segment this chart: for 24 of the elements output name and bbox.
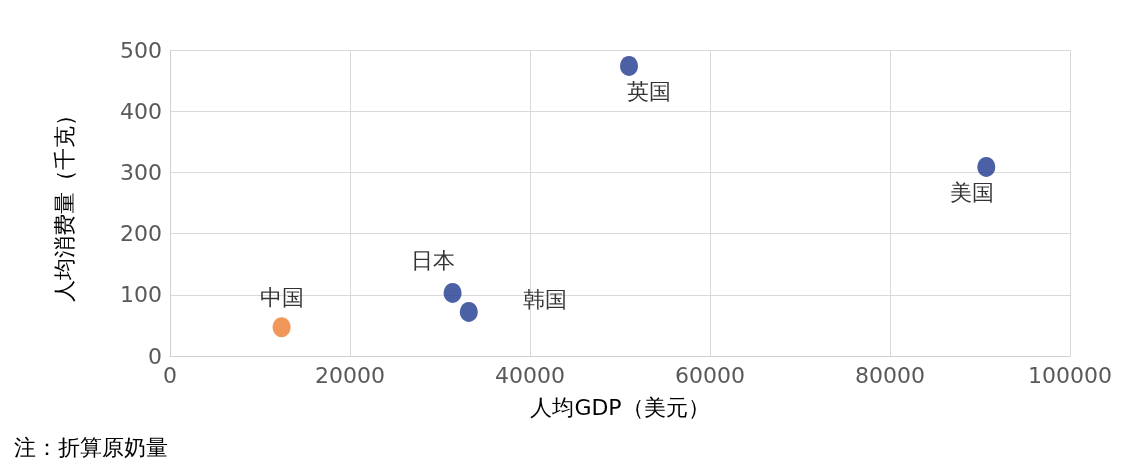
x-tick-label: 80000 [855,362,925,388]
y-tick-label: 100 [120,282,162,308]
x-axis-title: 人均GDP（美元） [530,394,710,420]
point [977,156,996,177]
y-tick-label: 500 [120,37,162,63]
point [620,55,638,76]
point [459,301,478,322]
y-tick-label: 0 [148,343,162,369]
y-tick-label: 400 [120,98,162,124]
point [272,317,291,338]
series-label: 美国 [950,180,995,206]
x-tick-label: 100000 [1028,362,1112,388]
x-tick-label: 20000 [315,362,385,388]
y-tick-label: 300 [120,159,162,185]
point [443,282,462,303]
y-tick-label: 200 [120,221,162,247]
series-label: 中国 [259,284,304,310]
series-label: 英国 [627,79,671,105]
series-label: 日本 [410,248,455,274]
text: 韩国 [522,287,567,313]
y-axis-title: 人均消费量（千克） [51,104,77,302]
x-tick-label: 60000 [675,362,745,388]
x-tick-label: 40000 [495,362,565,388]
text: 注：折算原奶量 [14,434,168,460]
